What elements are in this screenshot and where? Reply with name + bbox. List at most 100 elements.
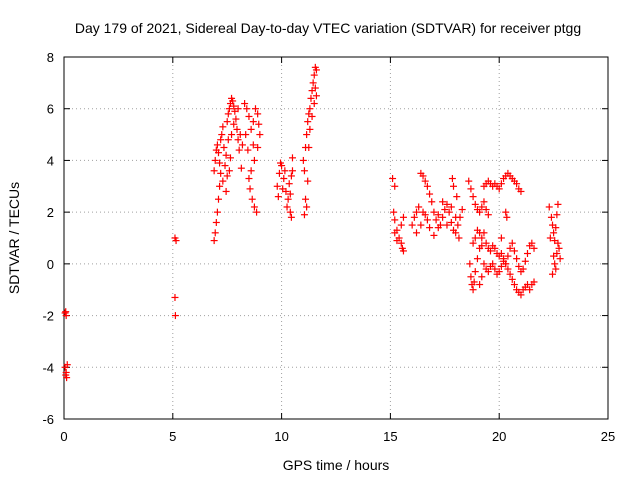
data-point (497, 250, 505, 258)
data-point (274, 193, 282, 201)
data-point (491, 265, 499, 273)
data-point (224, 136, 232, 144)
axis-ticks: 0 5 10 15 20 25 -6 -4 -2 0 2 4 6 8 (42, 50, 615, 444)
data-point (243, 105, 251, 113)
data-point (287, 213, 295, 221)
data-point (216, 159, 224, 167)
data-point (250, 156, 258, 164)
data-point (214, 149, 222, 157)
data-point (528, 239, 536, 247)
data-point (455, 234, 463, 242)
data-point (305, 144, 313, 151)
data-point (245, 175, 253, 183)
data-point (443, 221, 451, 229)
data-point (172, 237, 180, 245)
data-point (484, 268, 492, 276)
data-point (550, 229, 558, 237)
data-point (312, 66, 320, 74)
data-point (447, 218, 455, 226)
data-point (212, 218, 220, 226)
data-points (61, 63, 564, 382)
data-point (476, 208, 484, 216)
data-point (504, 265, 512, 273)
data-point (497, 180, 505, 188)
data-point (238, 141, 246, 149)
data-point (408, 221, 416, 229)
data-point (453, 193, 461, 201)
data-point (399, 213, 407, 221)
data-point (306, 125, 314, 133)
data-point (470, 278, 478, 286)
y-tick-label: -2 (42, 309, 54, 324)
data-point (225, 105, 233, 113)
grid-lines (64, 57, 608, 419)
data-point (230, 102, 238, 110)
data-point (441, 206, 449, 214)
data-point (410, 213, 418, 221)
data-point (448, 175, 456, 183)
data-point (393, 237, 401, 245)
data-point (307, 94, 315, 102)
data-point (221, 162, 229, 170)
data-point (273, 182, 281, 190)
data-point (473, 255, 481, 263)
data-point (308, 112, 316, 120)
data-point (253, 208, 261, 216)
data-point (304, 118, 312, 126)
data-point (415, 203, 423, 211)
data-point (556, 255, 564, 263)
data-point (219, 123, 227, 131)
data-point (545, 203, 553, 211)
data-point (419, 208, 427, 216)
data-point (478, 234, 486, 242)
x-tick-label: 5 (169, 429, 176, 444)
y-tick-label: -4 (42, 360, 54, 375)
data-point (452, 229, 460, 237)
data-point (219, 177, 227, 185)
data-point (480, 260, 488, 268)
data-point (247, 125, 255, 133)
data-point (530, 278, 538, 286)
data-point (390, 208, 398, 216)
data-point (478, 242, 486, 250)
data-point (469, 193, 477, 201)
data-point (452, 213, 460, 221)
data-point (251, 105, 259, 113)
data-point (497, 234, 505, 242)
data-point (310, 71, 318, 79)
data-point (471, 200, 479, 208)
data-point (478, 273, 486, 281)
data-point (480, 198, 488, 206)
data-point (421, 177, 429, 185)
data-point (495, 185, 503, 193)
data-point (241, 100, 249, 108)
data-point (230, 120, 238, 128)
data-point (510, 281, 518, 289)
data-point (304, 177, 312, 185)
data-point (546, 234, 554, 242)
data-point (413, 208, 421, 216)
data-point (519, 265, 527, 273)
data-point (469, 286, 477, 294)
data-point (515, 262, 523, 270)
data-point (226, 154, 234, 162)
data-point (310, 100, 318, 108)
data-point (211, 156, 219, 164)
x-axis-label: GPS time / hours (283, 457, 390, 473)
data-point (222, 151, 230, 159)
data-point (284, 195, 292, 203)
chart-title: Day 179 of 2021, Sidereal Day-to-day VTE… (75, 20, 581, 36)
data-point (233, 125, 241, 133)
data-point (228, 131, 236, 139)
data-point (235, 146, 243, 154)
data-point (306, 105, 314, 113)
data-point (277, 159, 285, 167)
data-point (249, 118, 257, 126)
data-point (476, 229, 484, 237)
data-point (299, 156, 307, 164)
data-point (213, 141, 221, 149)
y-tick-label: 0 (47, 257, 54, 272)
data-point (280, 175, 288, 183)
data-point (432, 216, 440, 224)
x-tick-label: 10 (274, 429, 288, 444)
